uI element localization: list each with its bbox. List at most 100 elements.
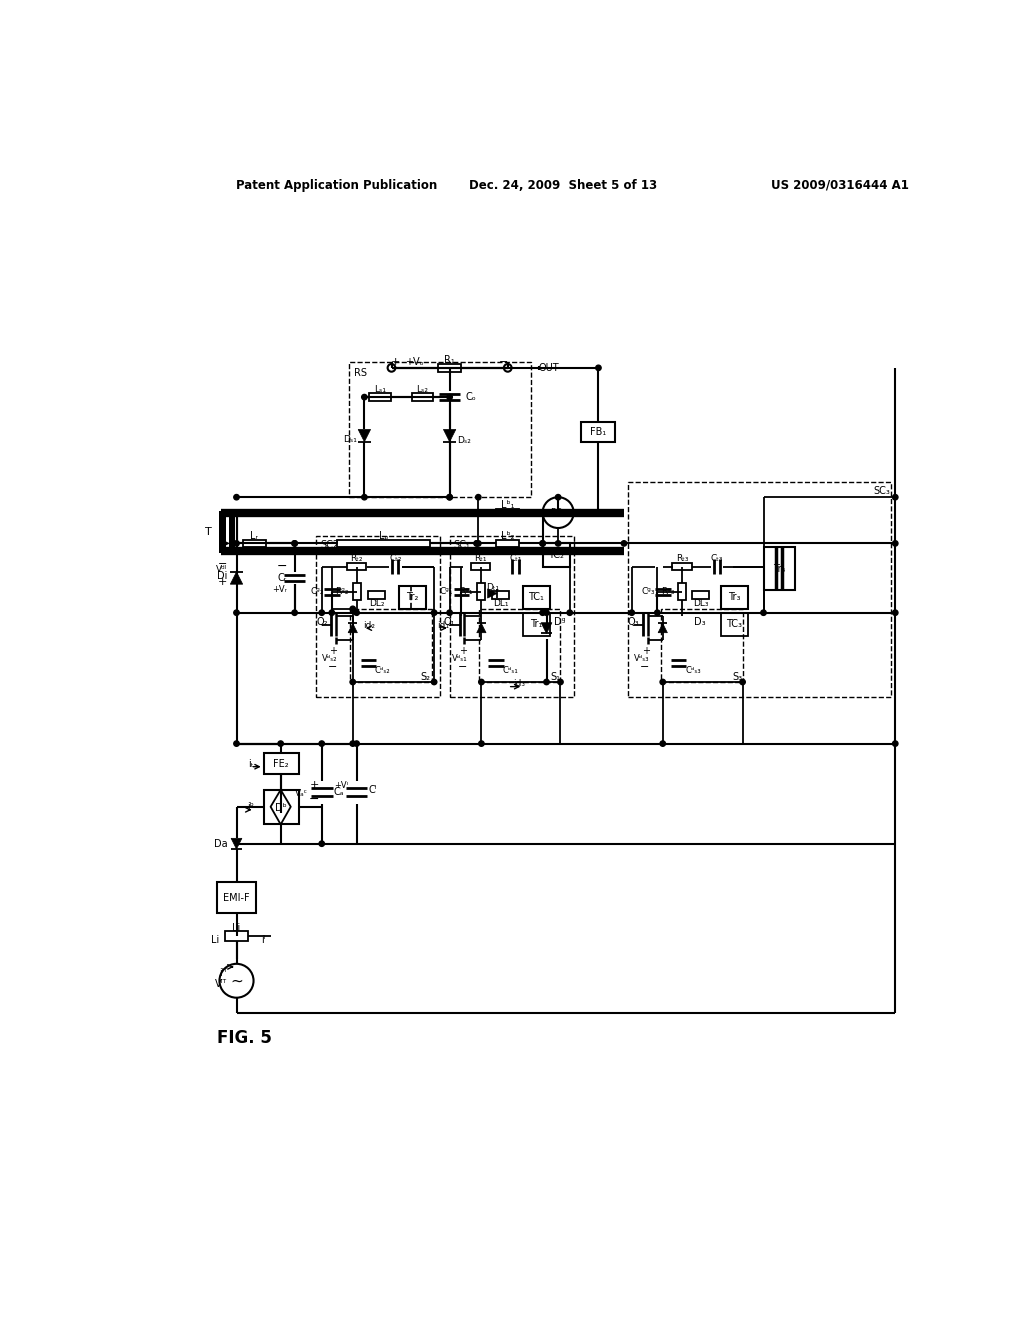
Bar — [479, 609, 560, 682]
Bar — [721, 586, 748, 609]
Text: +Vᵣ: +Vᵣ — [272, 585, 287, 594]
Circle shape — [446, 495, 453, 500]
Bar — [662, 609, 742, 682]
Bar — [450, 536, 573, 697]
Text: Rₜ₂: Rₜ₂ — [350, 554, 362, 564]
Text: id₂: id₂ — [362, 620, 375, 630]
Circle shape — [478, 741, 484, 746]
Circle shape — [233, 541, 240, 546]
Bar — [316, 536, 440, 697]
Bar — [412, 393, 433, 401]
Circle shape — [446, 610, 453, 615]
Text: D₃: D₃ — [693, 616, 706, 627]
Text: FB₁: FB₁ — [590, 426, 606, 437]
Bar — [543, 544, 569, 566]
Bar — [217, 882, 256, 913]
Text: +Vᴵ: +Vᴵ — [334, 780, 348, 789]
Circle shape — [319, 610, 325, 615]
Circle shape — [540, 541, 546, 546]
Bar — [347, 562, 367, 570]
Text: iₜ: iₜ — [221, 539, 227, 548]
Circle shape — [504, 364, 512, 372]
Text: Cᵈₛ₂: Cᵈₛ₂ — [375, 667, 390, 675]
Circle shape — [622, 541, 627, 546]
Bar — [369, 591, 385, 599]
Circle shape — [431, 610, 437, 615]
Text: id₁: id₁ — [437, 620, 450, 630]
Circle shape — [660, 680, 666, 685]
Text: Vᴵᵀ: Vᴵᵀ — [215, 979, 227, 989]
Text: iᴵᵀ: iᴵᵀ — [219, 968, 227, 978]
Bar — [692, 591, 710, 599]
Text: Vᵈₛ₁: Vᵈₛ₁ — [452, 655, 467, 664]
Circle shape — [292, 541, 297, 546]
Circle shape — [740, 680, 745, 685]
Circle shape — [567, 610, 572, 615]
Bar — [477, 583, 484, 601]
Text: iₜ: iₜ — [249, 759, 254, 768]
Text: Vₐᶜ: Vₐᶜ — [295, 789, 308, 799]
Text: +: + — [460, 647, 467, 656]
Bar — [678, 583, 686, 601]
Bar — [263, 789, 299, 825]
Text: −: − — [309, 792, 319, 805]
Text: OUT: OUT — [539, 363, 559, 372]
Text: Dᵍ: Dᵍ — [554, 616, 566, 627]
Text: +: + — [391, 358, 400, 367]
Circle shape — [388, 364, 395, 372]
Text: SC2: SC2 — [321, 540, 339, 549]
Text: Rₜ₁: Rₜ₁ — [474, 554, 486, 564]
Bar — [721, 612, 748, 636]
Text: Vᵈₛ₂: Vᵈₛ₂ — [322, 655, 337, 664]
Text: Cₜ₁: Cₜ₁ — [509, 554, 522, 564]
Text: +: + — [330, 647, 337, 656]
Text: +: + — [218, 577, 227, 587]
Text: Cᵣ: Cᵣ — [278, 573, 287, 583]
Text: Tr₄: Tr₄ — [773, 564, 785, 574]
Text: Cₜ₃: Cₜ₃ — [711, 554, 723, 564]
Text: Rᵍ₁: Rᵍ₁ — [460, 587, 473, 597]
Circle shape — [446, 395, 453, 400]
Text: −: − — [276, 560, 287, 573]
Bar — [493, 591, 509, 599]
Circle shape — [233, 495, 240, 500]
Text: US 2009/0316444 A1: US 2009/0316444 A1 — [771, 178, 909, 191]
Text: S₁: S₁ — [551, 672, 560, 682]
Polygon shape — [230, 572, 243, 585]
Bar — [673, 562, 692, 570]
Text: Rᵍ₃: Rᵍ₃ — [660, 587, 675, 597]
Text: Cᵍ₂: Cᵍ₂ — [310, 587, 324, 597]
Circle shape — [319, 841, 325, 846]
Text: Tr₂: Tr₂ — [407, 593, 419, 602]
Text: Lₛ₁: Lₛ₁ — [374, 385, 386, 393]
Circle shape — [354, 741, 359, 746]
Text: DL₁: DL₁ — [493, 599, 509, 609]
Circle shape — [543, 498, 573, 528]
Bar — [438, 364, 461, 372]
Bar — [263, 752, 299, 775]
Bar — [349, 363, 531, 498]
Text: −: − — [499, 358, 509, 367]
Circle shape — [350, 741, 355, 746]
Circle shape — [654, 610, 660, 615]
Bar — [496, 540, 519, 548]
Text: RS: RS — [354, 368, 368, 378]
Bar — [764, 548, 795, 590]
Polygon shape — [487, 589, 497, 598]
Text: DL₂: DL₂ — [369, 599, 385, 609]
Circle shape — [292, 610, 297, 615]
Circle shape — [544, 610, 549, 615]
Text: Vᵈᴵ: Vᵈᴵ — [216, 565, 227, 574]
Text: FE₂: FE₂ — [272, 759, 289, 768]
Circle shape — [540, 541, 546, 546]
Polygon shape — [231, 838, 242, 849]
Bar — [523, 612, 550, 636]
Text: Lᵇ₁: Lᵇ₁ — [501, 500, 514, 510]
Bar — [496, 508, 519, 516]
Circle shape — [354, 610, 359, 615]
Circle shape — [475, 495, 481, 500]
Bar — [352, 583, 360, 601]
Text: Tr₁: Tr₁ — [530, 619, 543, 630]
Text: Dₜ₁: Dₜ₁ — [485, 583, 499, 591]
Bar — [219, 511, 225, 553]
